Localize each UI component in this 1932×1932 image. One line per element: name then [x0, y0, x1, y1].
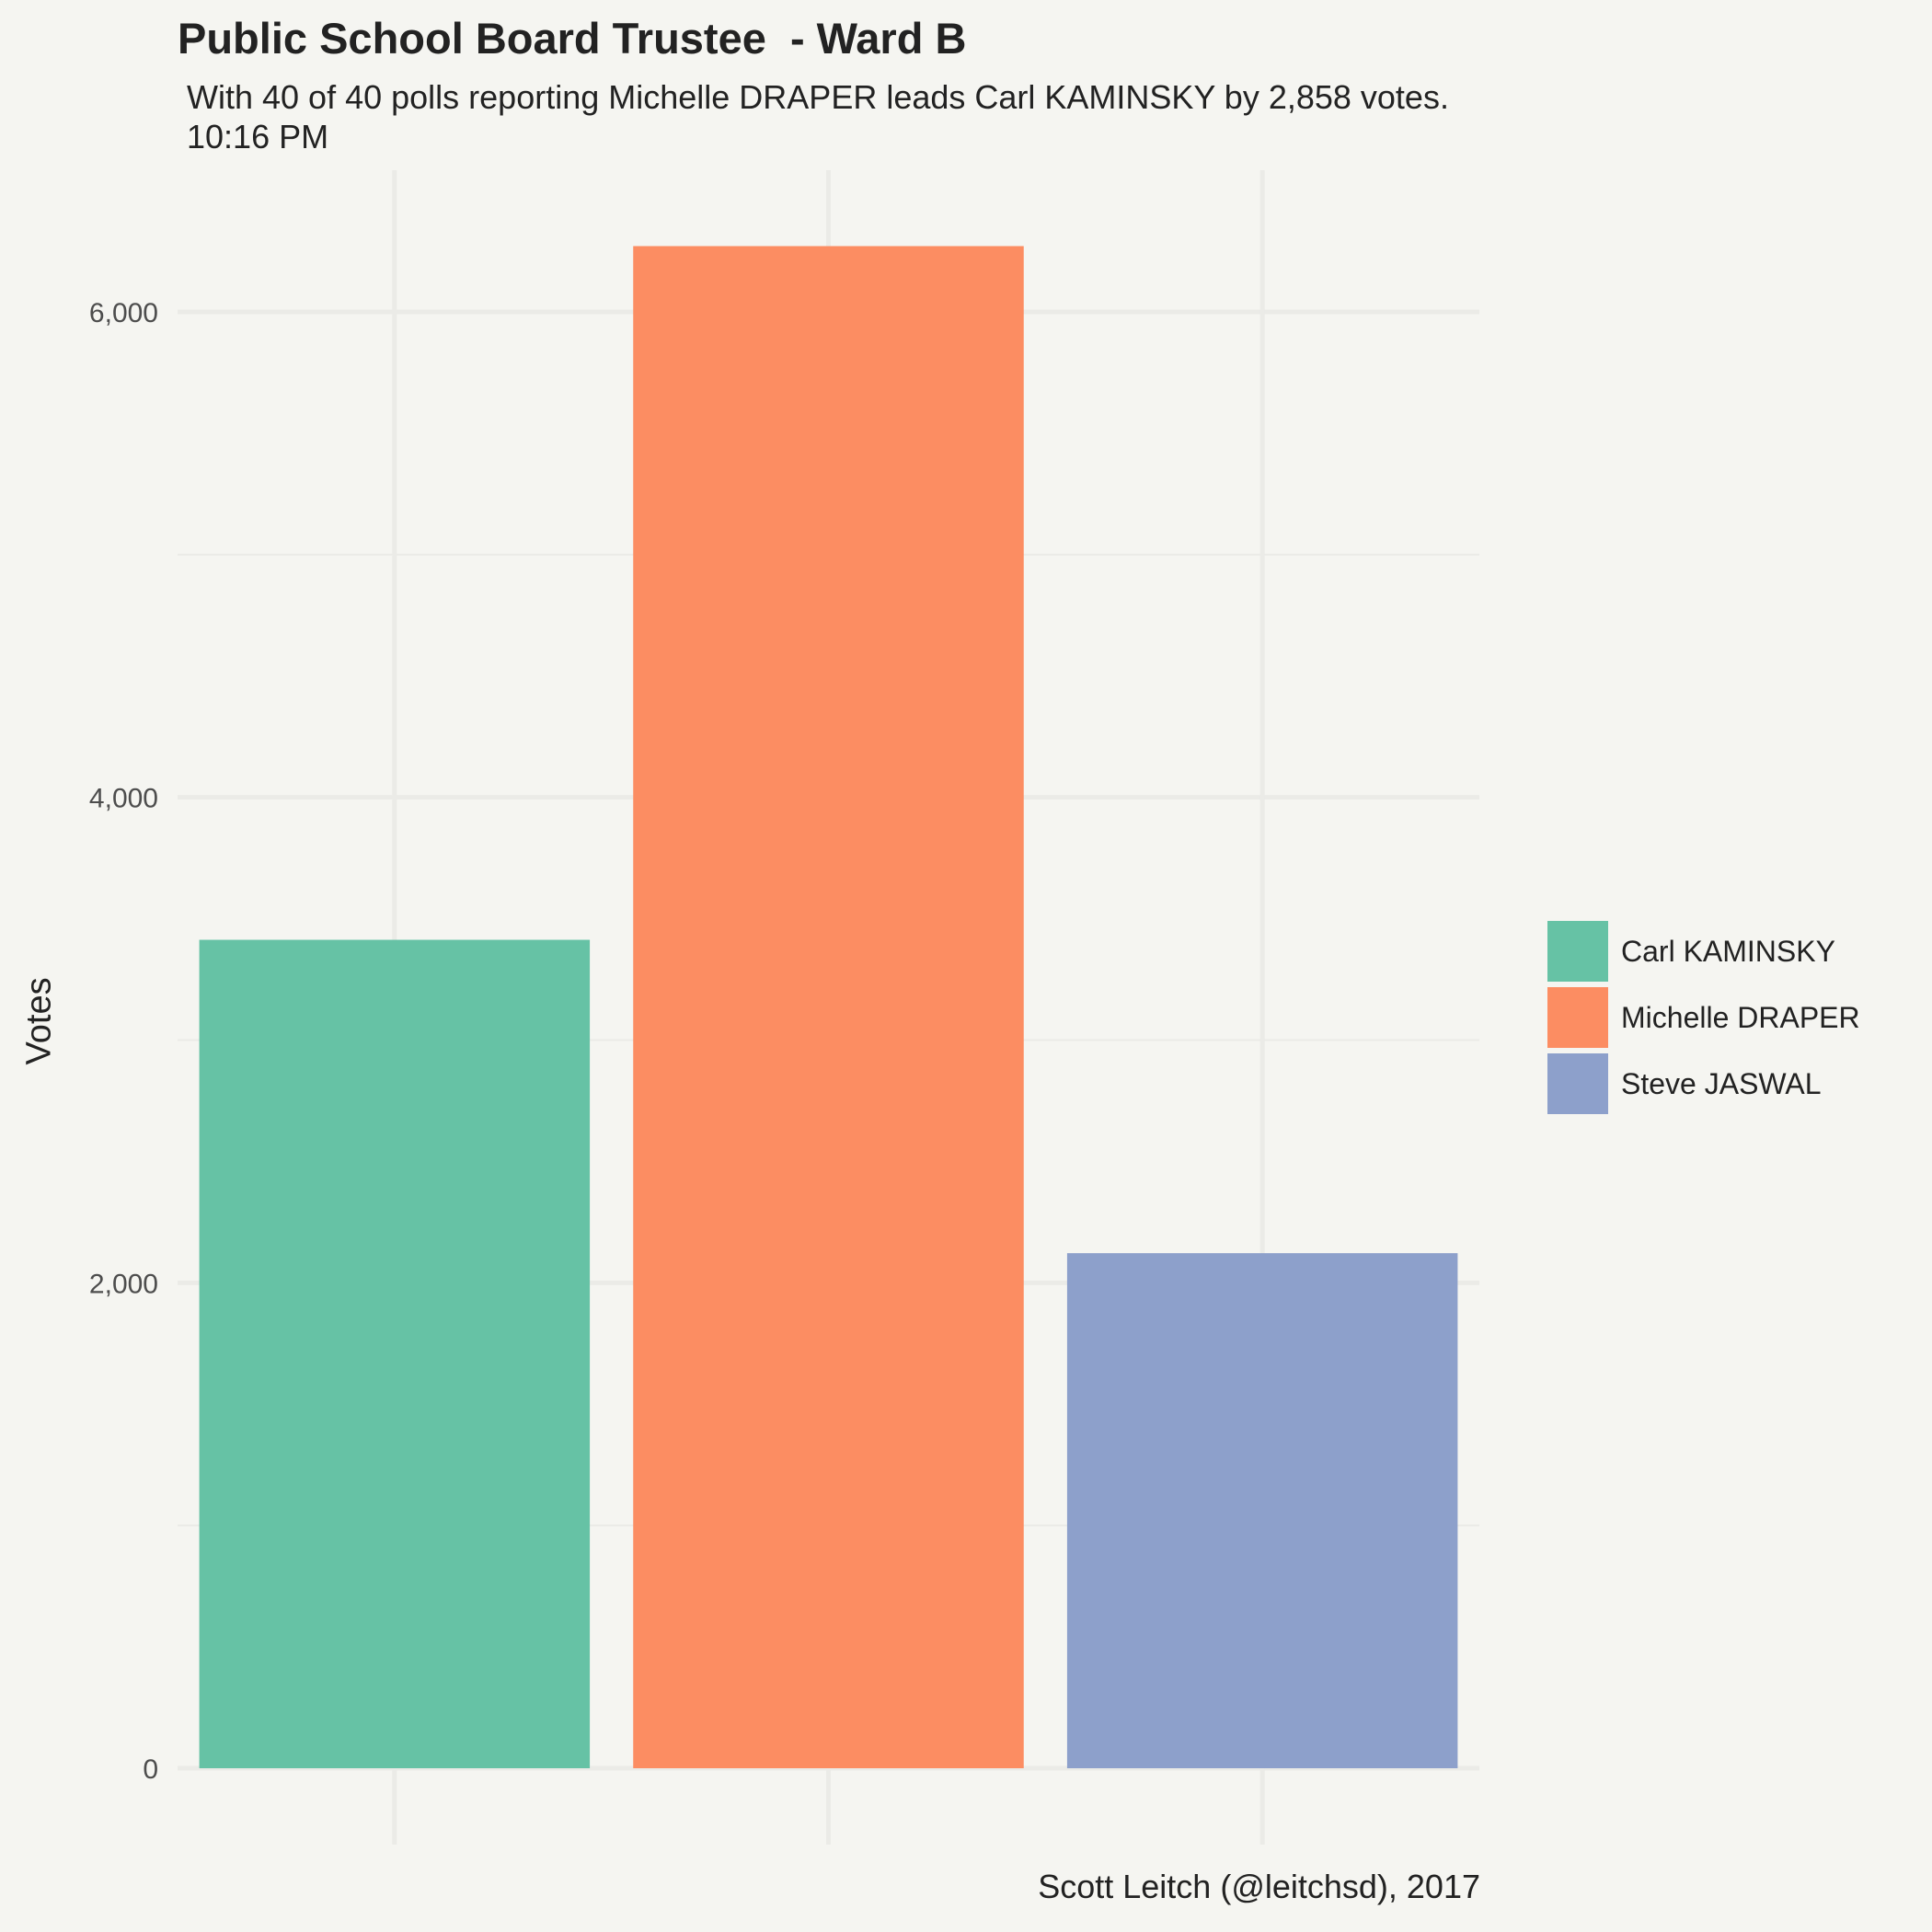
legend-key-carl-kaminsky	[1547, 921, 1608, 982]
legend-label: Steve JASWAL	[1621, 1066, 1822, 1100]
legend-label: Carl KAMINSKY	[1621, 934, 1835, 968]
legend-item-carl-kaminsky: Carl KAMINSKY	[1547, 918, 1860, 984]
bars	[199, 246, 1458, 1768]
legend-key-michelle-draper	[1547, 987, 1608, 1048]
legend: Carl KAMINSKY Michelle DRAPER Steve JASW…	[1547, 918, 1860, 1117]
bar-carl-kaminsky	[199, 939, 591, 1768]
bar-steve-jaswal	[1066, 1253, 1458, 1768]
subtitle-line-1: With 40 of 40 polls reporting Michelle D…	[187, 78, 1449, 116]
chart-caption: Scott Leitch (@leitchsd), 2017	[1038, 1868, 1480, 1905]
chart-title: Public School Board Trustee - Ward B	[178, 14, 967, 63]
legend-item-steve-jaswal: Steve JASWAL	[1547, 1051, 1860, 1117]
legend-item-michelle-draper: Michelle DRAPER	[1547, 984, 1860, 1051]
legend-key-steve-jaswal	[1547, 1053, 1608, 1114]
legend-label: Michelle DRAPER	[1621, 1000, 1860, 1034]
y-tick-label: 0	[143, 1754, 158, 1785]
y-tick-label: 2,000	[89, 1269, 158, 1299]
subtitle-line-2: 10:16 PM	[187, 118, 329, 155]
chart-subtitle: With 40 of 40 polls reporting Michelle D…	[187, 77, 1449, 156]
y-tick-labels: 0 2,000 4,000 6,000	[89, 298, 158, 1785]
y-tick-label: 4,000	[89, 784, 158, 814]
y-tick-label: 6,000	[89, 298, 158, 328]
bar-michelle-draper	[633, 246, 1024, 1768]
